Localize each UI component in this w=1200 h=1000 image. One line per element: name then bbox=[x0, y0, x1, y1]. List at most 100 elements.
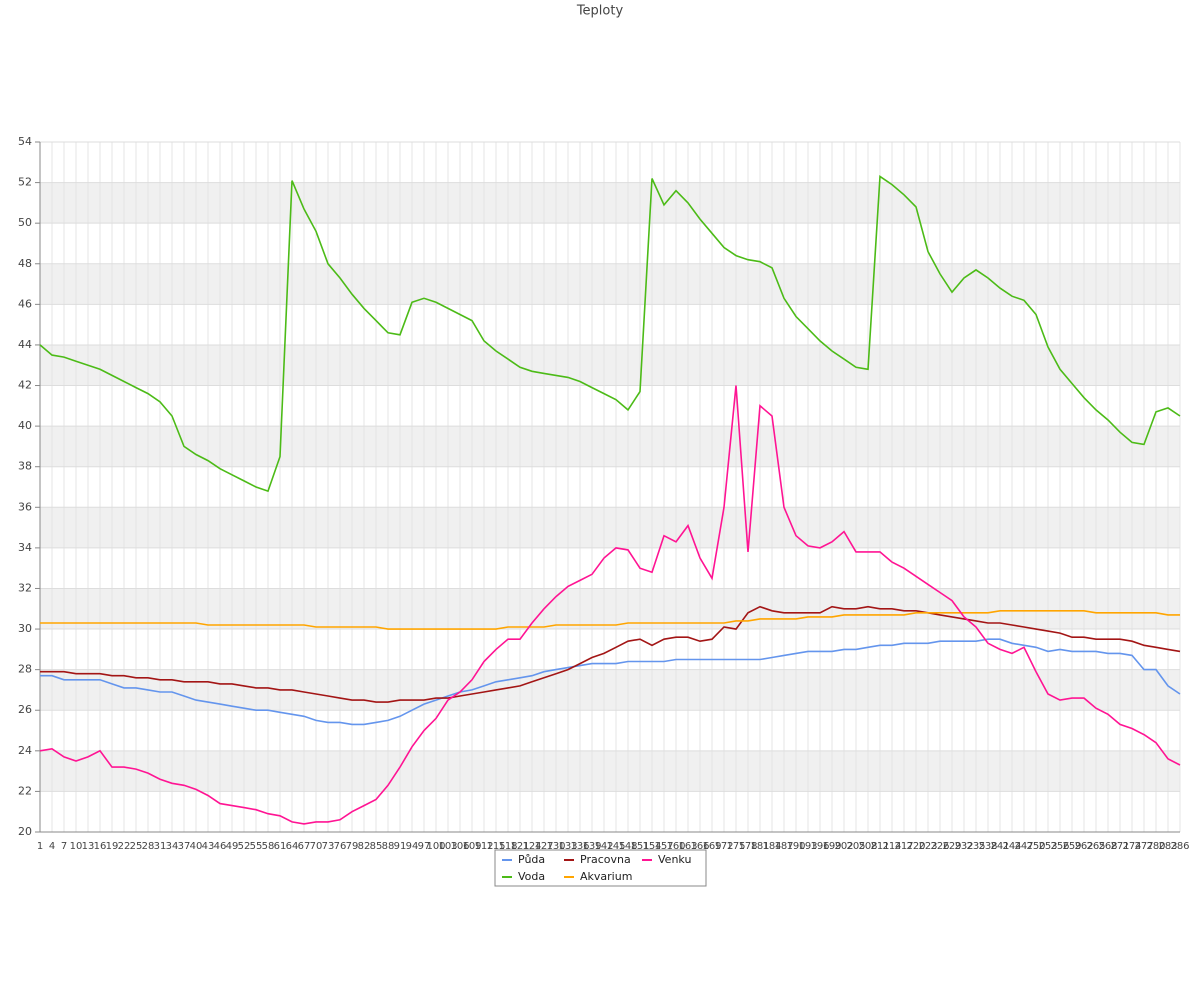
x-tick-label: 130 bbox=[546, 841, 565, 852]
y-tick-label: 36 bbox=[18, 500, 32, 513]
x-tick-label: 277 bbox=[1134, 841, 1153, 852]
x-tick-label: 118 bbox=[498, 841, 517, 852]
y-tick-label: 52 bbox=[18, 176, 32, 189]
series-line bbox=[39, 175, 1181, 493]
x-tick-label: 280 bbox=[1146, 841, 1165, 852]
y-tick-label: 54 bbox=[18, 135, 32, 148]
x-tick-label: 52 bbox=[238, 841, 251, 852]
x-tick-label: 271 bbox=[1110, 841, 1129, 852]
y-tick-label: 46 bbox=[18, 297, 32, 310]
x-tick-label: 121 bbox=[510, 841, 529, 852]
x-tick-label: 46 bbox=[214, 841, 227, 852]
x-tick-label: 1 bbox=[37, 841, 43, 852]
x-tick-label: 19 bbox=[106, 841, 119, 852]
x-tick-label: 199 bbox=[822, 841, 841, 852]
x-tick-label: 181 bbox=[750, 841, 769, 852]
x-tick-label: 106 bbox=[450, 841, 469, 852]
series-line bbox=[40, 605, 1181, 703]
x-tick-label: 7 bbox=[61, 841, 67, 852]
x-tick-label: 157 bbox=[654, 841, 673, 852]
grid-band bbox=[40, 750, 1180, 792]
x-tick-label: 265 bbox=[1086, 841, 1105, 852]
x-tick-label: 43 bbox=[202, 841, 215, 852]
grid-band bbox=[40, 344, 1180, 386]
legend-label: Pracovna bbox=[580, 853, 631, 866]
x-tick-label: 262 bbox=[1074, 841, 1093, 852]
legend-label: Akvarium bbox=[580, 870, 632, 883]
x-tick-label: 187 bbox=[774, 841, 793, 852]
x-tick-label: 124 bbox=[522, 841, 541, 852]
x-tick-label: 169 bbox=[702, 841, 721, 852]
chart-title: Teploty bbox=[576, 4, 624, 19]
legend-label: Voda bbox=[518, 870, 545, 883]
x-tick-label: 175 bbox=[726, 841, 745, 852]
x-tick-label: 235 bbox=[966, 841, 985, 852]
series-line bbox=[40, 610, 1180, 630]
x-tick-label: 136 bbox=[570, 841, 589, 852]
y-tick-label: 26 bbox=[18, 703, 32, 716]
x-tick-label: 211 bbox=[870, 841, 889, 852]
x-tick-label: 103 bbox=[438, 841, 457, 852]
x-tick-label: 148 bbox=[618, 841, 637, 852]
x-tick-label: 115 bbox=[486, 841, 505, 852]
x-tick-label: 193 bbox=[798, 841, 817, 852]
x-tick-label: 58 bbox=[262, 841, 275, 852]
x-tick-label: 253 bbox=[1038, 841, 1057, 852]
x-tick-label: 100 bbox=[426, 841, 445, 852]
x-tick-label: 220 bbox=[906, 841, 925, 852]
x-tick-label: 286 bbox=[1170, 841, 1189, 852]
y-tick-label: 30 bbox=[18, 622, 32, 635]
x-tick-label: 223 bbox=[918, 841, 937, 852]
x-tick-label: 16 bbox=[94, 841, 107, 852]
x-tick-label: 82 bbox=[358, 841, 371, 852]
x-tick-label: 184 bbox=[762, 841, 781, 852]
x-tick-label: 229 bbox=[942, 841, 961, 852]
y-tick-label: 44 bbox=[18, 338, 32, 351]
legend-label: Venku bbox=[658, 853, 691, 866]
x-tick-label: 40 bbox=[190, 841, 203, 852]
y-tick-label: 20 bbox=[18, 825, 32, 838]
legend-label: Půda bbox=[518, 853, 545, 866]
x-tick-label: 13 bbox=[82, 841, 95, 852]
x-tick-label: 127 bbox=[534, 841, 553, 852]
x-tick-label: 25 bbox=[130, 841, 143, 852]
grid-band bbox=[40, 507, 1180, 548]
x-tick-label: 55 bbox=[250, 841, 263, 852]
x-tick-label: 49 bbox=[226, 841, 239, 852]
x-tick-label: 241 bbox=[990, 841, 1009, 852]
legend-box bbox=[494, 849, 707, 887]
x-tick-label: 244 bbox=[1002, 841, 1021, 852]
x-tick-label: 79 bbox=[346, 841, 359, 852]
y-tick-label: 28 bbox=[18, 663, 32, 676]
x-tick-label: 28 bbox=[142, 841, 155, 852]
grid-band bbox=[40, 588, 1180, 630]
y-tick-label: 34 bbox=[18, 541, 32, 554]
x-tick-label: 205 bbox=[846, 841, 865, 852]
x-tick-label: 91 bbox=[394, 841, 407, 852]
x-tick-label: 214 bbox=[882, 841, 901, 852]
x-tick-label: 10 bbox=[70, 841, 83, 852]
x-tick-label: 61 bbox=[274, 841, 287, 852]
x-tick-label: 37 bbox=[178, 841, 191, 852]
x-tick-label: 196 bbox=[810, 841, 829, 852]
y-tick-label: 22 bbox=[18, 784, 32, 797]
x-tick-label: 172 bbox=[714, 841, 733, 852]
y-tick-label: 32 bbox=[18, 581, 32, 594]
x-tick-label: 217 bbox=[894, 841, 913, 852]
x-tick-label: 31 bbox=[154, 841, 167, 852]
x-tick-label: 208 bbox=[858, 841, 877, 852]
y-tick-label: 40 bbox=[18, 419, 32, 432]
x-tick-label: 4 bbox=[49, 841, 55, 852]
x-tick-label: 190 bbox=[786, 841, 805, 852]
x-tick-label: 145 bbox=[606, 841, 625, 852]
x-tick-label: 250 bbox=[1026, 841, 1045, 852]
y-tick-label: 38 bbox=[18, 460, 32, 473]
x-tick-label: 97 bbox=[418, 841, 431, 852]
x-tick-label: 259 bbox=[1062, 841, 1081, 852]
y-tick-label: 42 bbox=[18, 379, 32, 392]
x-tick-label: 274 bbox=[1122, 841, 1141, 852]
x-tick-label: 70 bbox=[310, 841, 323, 852]
x-tick-label: 88 bbox=[382, 841, 395, 852]
x-tick-label: 160 bbox=[666, 841, 685, 852]
x-tick-label: 133 bbox=[558, 841, 577, 852]
